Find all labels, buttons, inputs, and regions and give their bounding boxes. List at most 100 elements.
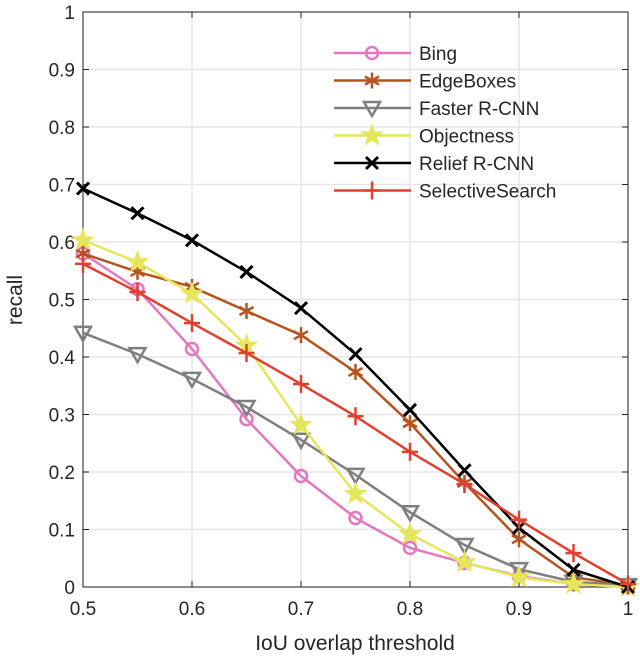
triangle-marker xyxy=(454,537,475,556)
x-stroke xyxy=(364,155,380,171)
data-point-marker xyxy=(127,346,148,365)
data-point-marker xyxy=(290,432,312,451)
x-tick-label: 1 xyxy=(623,599,634,620)
x-stroke xyxy=(348,347,363,362)
legend-label: Objectness xyxy=(419,127,514,148)
y-tick-label: 0.9 xyxy=(49,61,75,82)
y-tick-label: 1 xyxy=(64,3,75,24)
data-point-marker xyxy=(456,475,473,494)
data-point-marker xyxy=(511,510,527,529)
triangle-marker xyxy=(236,399,257,418)
data-point-marker xyxy=(348,347,363,362)
x-stroke xyxy=(184,233,200,248)
data-point-marker xyxy=(360,122,384,146)
star-marker xyxy=(398,521,422,545)
legend: Bing EdgeBoxes Faster R-CNN Objectness Relie… xyxy=(334,44,556,203)
asterisk-stroke xyxy=(364,75,380,86)
asterisk-stroke xyxy=(238,305,255,317)
data-point-marker xyxy=(364,155,380,171)
legend-entry: Bing xyxy=(334,44,457,65)
plot-frame xyxy=(82,11,629,588)
data-point-marker xyxy=(402,402,418,417)
asterisk-stroke xyxy=(511,534,527,545)
x-tick-label: 0.8 xyxy=(397,599,423,620)
data-point-marker xyxy=(238,343,255,362)
star-marker xyxy=(180,281,204,304)
axes: 0.5 0.6 0.7 0.8 0.9 1 0 0.1 0.2 0.3 0.4 0.5 0.6 0.7 0.… xyxy=(49,3,634,620)
star-marker xyxy=(71,227,95,251)
circle-marker xyxy=(184,341,200,357)
data-point-marker xyxy=(293,301,309,316)
y-tick-label: 0.4 xyxy=(49,348,76,369)
data-point-marker xyxy=(236,399,257,418)
data-point-marker xyxy=(293,468,309,484)
x-axis-label: IoU overlap threshold xyxy=(255,632,455,655)
data-point-marker xyxy=(180,281,204,304)
data-point-marker xyxy=(454,537,475,556)
data-point-marker xyxy=(347,363,364,380)
data-point-marker xyxy=(348,510,363,526)
asterisk-stroke xyxy=(293,330,309,341)
legend-entry: Objectness xyxy=(334,122,514,148)
data-point-marker xyxy=(181,371,203,390)
data-point-marker xyxy=(345,467,366,486)
data-point-marker xyxy=(361,100,383,119)
data-point-marker xyxy=(125,249,150,273)
data-point-marker xyxy=(561,571,586,595)
circle-marker xyxy=(364,45,380,61)
data-point-marker xyxy=(184,233,200,248)
data-point-marker xyxy=(129,283,146,302)
series-line xyxy=(82,331,629,587)
data-point-marker xyxy=(72,325,94,344)
data-point-marker xyxy=(566,562,581,577)
data-point-marker xyxy=(402,540,418,556)
asterisk-stroke xyxy=(75,248,91,259)
data-point-marker xyxy=(293,375,309,394)
series-line xyxy=(82,187,629,589)
star-marker xyxy=(507,564,531,588)
star-marker xyxy=(289,412,313,435)
x-tick-label: 0.7 xyxy=(288,599,314,620)
data-point-marker xyxy=(130,206,145,221)
data-point-marker xyxy=(457,463,472,478)
y-tick-label: 0.6 xyxy=(49,233,75,254)
data-point-marker xyxy=(511,531,527,548)
x-stroke xyxy=(130,206,145,221)
circle-marker xyxy=(348,510,363,526)
star-marker xyxy=(343,481,368,504)
legend-entry: Relief R-CNN xyxy=(334,154,534,175)
x-stroke xyxy=(293,301,309,316)
circle-marker xyxy=(402,540,418,556)
x-tick-label: 0.6 xyxy=(179,599,205,620)
triangle-marker xyxy=(290,432,312,451)
data-point-marker xyxy=(508,561,530,580)
data-point-marker xyxy=(293,327,309,344)
data-point-marker xyxy=(184,314,200,333)
data-point-marker xyxy=(184,341,200,357)
data-point-marker xyxy=(75,254,91,273)
triangle-marker xyxy=(508,561,530,580)
legend-entry: Faster R-CNN xyxy=(334,99,539,120)
triangle-marker xyxy=(181,371,203,390)
data-point-marker xyxy=(238,303,255,319)
data-point-marker xyxy=(71,227,95,251)
x-stroke xyxy=(457,463,472,478)
star-marker xyxy=(125,249,150,273)
x-stroke xyxy=(566,562,581,577)
series-group xyxy=(71,181,640,598)
data-point-marker xyxy=(347,407,364,426)
data-point-marker xyxy=(75,181,91,196)
legend-label: Relief R-CNN xyxy=(419,154,534,175)
data-point-marker xyxy=(364,45,380,61)
series-selectivesearch xyxy=(75,254,636,594)
data-point-marker xyxy=(343,481,368,504)
data-point-marker xyxy=(398,521,422,545)
legend-entry: SelectiveSearch xyxy=(334,181,556,203)
y-tick-label: 0.2 xyxy=(49,463,75,484)
data-point-marker xyxy=(452,549,477,573)
data-point-marker xyxy=(364,72,380,89)
x-stroke xyxy=(75,181,91,196)
y-tick-label: 0.7 xyxy=(49,176,75,197)
y-tick-label: 0.3 xyxy=(49,406,75,427)
legend-label: SelectiveSearch xyxy=(419,182,556,203)
